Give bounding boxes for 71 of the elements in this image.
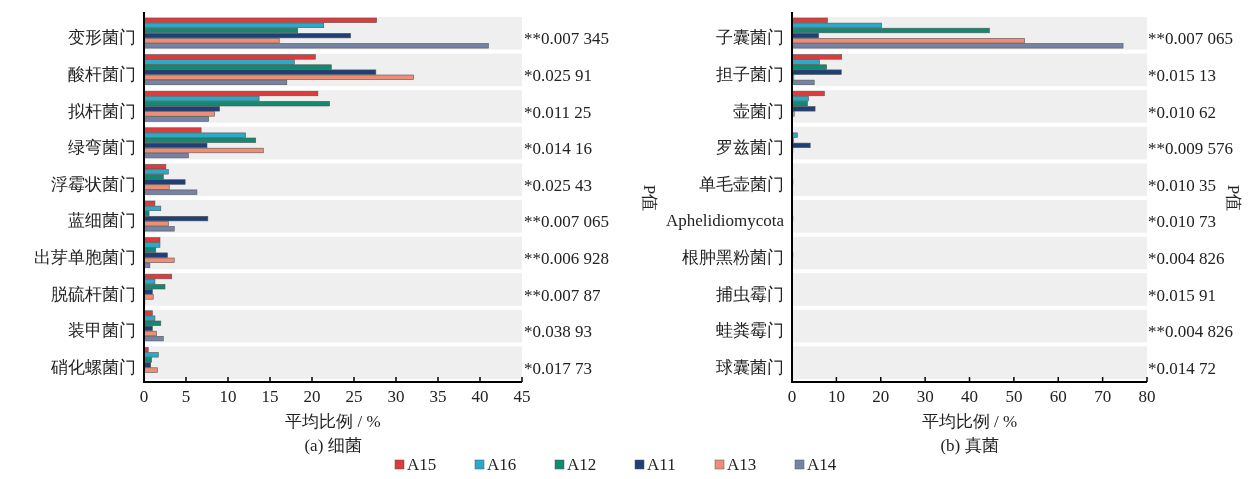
text: **0.007 065 [1148, 29, 1233, 49]
x-tick-label: 20 [303, 387, 321, 406]
text: *0.017 73 [524, 358, 592, 378]
x-tick-label: 10 [219, 387, 237, 406]
y-tick-label: 蓝细菌门 [68, 211, 136, 231]
text: *0.011 25 [524, 102, 592, 122]
x-tick-label: 40 [471, 387, 489, 406]
y-tick-label: 子囊菌门 [716, 28, 784, 48]
text: **0.007 87 [524, 285, 601, 305]
x-axis-title: 平均比例 / % [285, 412, 381, 431]
y-tick-label: 绿弯菌门 [68, 138, 136, 158]
x-tick-label: 10 [827, 387, 845, 406]
x-tick-label: 30 [387, 387, 405, 406]
y-tick-label: 拟杆菌门 [68, 101, 136, 121]
y-tick-label: 根肿黑粉菌门 [682, 247, 784, 267]
x-tick-label: 70 [1094, 387, 1112, 406]
legend-label: A13 [727, 455, 757, 474]
y-tick-label: 脱硫杆菌门 [51, 284, 136, 304]
text: **0.007 065 [524, 212, 609, 232]
x-tick-label: 60 [1049, 387, 1067, 406]
x-tick-label: 45 [513, 387, 531, 406]
legend-label: A15 [407, 455, 437, 474]
text: *0.038 93 [524, 322, 592, 342]
text: **0.009 576 [1148, 139, 1233, 159]
x-tick-label: 20 [872, 387, 890, 406]
y-tick-label: 担子菌门 [716, 64, 784, 84]
y-tick-label: 浮霉状菌门 [51, 174, 136, 194]
y-tick-label: 硝化螺菌门 [50, 357, 136, 377]
text: (b) 真菌 [940, 436, 999, 455]
x-tick-label: 0 [787, 387, 797, 406]
text: **0.007 345 [524, 29, 609, 49]
text: (a) 细菌 [304, 436, 362, 455]
text: *0.004 826 [1148, 248, 1225, 268]
y-tick-label: 出芽单胞菌门 [34, 247, 136, 267]
y-tick-label: 单毛壶菌门 [699, 174, 784, 194]
x-tick-label: 35 [429, 387, 447, 406]
x-axis-title: 平均比例 / % [921, 412, 1018, 431]
x-tick-label: 40 [961, 387, 978, 406]
x-tick-label: 30 [916, 387, 934, 406]
y-tick-label: 装甲菌门 [68, 321, 136, 341]
y2-axis-title: P值 [640, 184, 659, 212]
y-tick-label: 蛙粪霉门 [716, 321, 784, 341]
text: *0.010 35 [1148, 175, 1216, 195]
legend-label: A11 [647, 455, 676, 474]
y-tick-label: 捕虫霉门 [716, 284, 784, 304]
y-tick-label: 罗兹菌门 [716, 138, 784, 158]
legend-label: A14 [807, 455, 837, 474]
text: *0.014 16 [524, 139, 592, 159]
x-tick-label: 0 [139, 387, 149, 406]
text: *0.025 43 [524, 175, 592, 195]
text: *0.010 62 [1148, 102, 1216, 122]
y-tick-label: 变形菌门 [68, 28, 136, 48]
text: **0.006 928 [524, 248, 609, 268]
y-tick-label: 球囊菌门 [716, 357, 784, 377]
x-tick-label: 15 [261, 387, 279, 406]
y-tick-label: Aphelidiomycota [665, 211, 785, 231]
text: *0.015 13 [1148, 65, 1216, 85]
x-tick-label: 50 [1005, 387, 1023, 406]
legend-label: A16 [487, 455, 517, 474]
x-tick-label: 25 [345, 387, 363, 406]
x-tick-label: 5 [181, 387, 191, 406]
text: *0.010 73 [1148, 212, 1216, 232]
text: *0.025 91 [524, 65, 592, 85]
text: *0.015 91 [1148, 285, 1216, 305]
y-tick-label: 壶菌门 [733, 101, 784, 121]
y-tick-label: 酸杆菌门 [68, 64, 136, 84]
legend-label: A12 [567, 455, 597, 474]
text: **0.004 826 [1148, 322, 1233, 342]
y2-axis-title: P值 [1224, 184, 1243, 212]
text: *0.014 72 [1148, 358, 1216, 378]
x-tick-label: 80 [1138, 387, 1156, 406]
